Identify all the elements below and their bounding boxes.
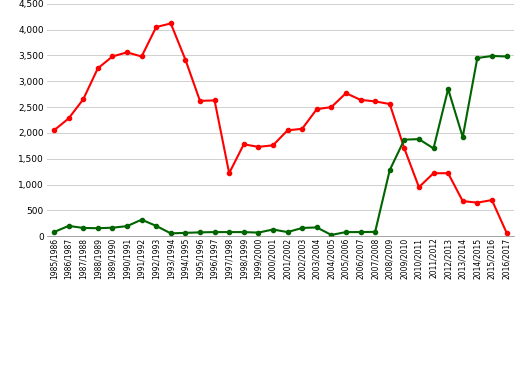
Line: Saudi Arabia Wheat Imports, KT: Saudi Arabia Wheat Imports, KT — [52, 54, 509, 237]
Saudi Arabia Wheat Imports, KT — [211, 230, 217, 234]
Saudi Arabia Wheat Imports, KT — [372, 229, 378, 234]
Saudi Arabia Wheat Production, KT — [358, 98, 364, 102]
Saudi Arabia Wheat Imports, KT — [270, 227, 276, 232]
Saudi Arabia Wheat Imports, KT — [328, 233, 334, 237]
Saudi Arabia Wheat Production, KT — [80, 97, 86, 102]
Line: Saudi Arabia Wheat Production, KT: Saudi Arabia Wheat Production, KT — [52, 21, 509, 235]
Saudi Arabia Wheat Imports, KT — [416, 137, 422, 141]
Saudi Arabia Wheat Production, KT — [241, 142, 247, 147]
Saudi Arabia Wheat Production, KT — [226, 171, 233, 176]
Saudi Arabia Wheat Production, KT — [153, 25, 159, 29]
Saudi Arabia Wheat Production, KT — [401, 146, 407, 151]
Saudi Arabia Wheat Production, KT — [343, 91, 349, 96]
Saudi Arabia Wheat Imports, KT — [168, 231, 174, 236]
Saudi Arabia Wheat Production, KT — [430, 171, 436, 176]
Saudi Arabia Wheat Production, KT — [387, 102, 393, 106]
Saudi Arabia Wheat Imports, KT — [110, 226, 116, 230]
Saudi Arabia Wheat Imports, KT — [503, 54, 510, 59]
Saudi Arabia Wheat Imports, KT — [255, 231, 262, 235]
Saudi Arabia Wheat Production, KT — [270, 143, 276, 147]
Saudi Arabia Wheat Imports, KT — [387, 168, 393, 172]
Saudi Arabia Wheat Production, KT — [255, 144, 262, 149]
Saudi Arabia Wheat Imports, KT — [343, 230, 349, 234]
Saudi Arabia Wheat Production, KT — [139, 54, 145, 59]
Saudi Arabia Wheat Production, KT — [284, 128, 291, 133]
Saudi Arabia Wheat Imports, KT — [474, 56, 481, 60]
Saudi Arabia Wheat Production, KT — [94, 66, 101, 70]
Saudi Arabia Wheat Production, KT — [124, 50, 130, 54]
Saudi Arabia Wheat Imports, KT — [94, 226, 101, 231]
Saudi Arabia Wheat Imports, KT — [197, 230, 203, 235]
Saudi Arabia Wheat Imports, KT — [489, 54, 495, 58]
Saudi Arabia Wheat Imports, KT — [124, 224, 130, 229]
Saudi Arabia Wheat Imports, KT — [226, 230, 233, 234]
Saudi Arabia Wheat Production, KT — [51, 128, 57, 133]
Saudi Arabia Wheat Imports, KT — [139, 218, 145, 222]
Saudi Arabia Wheat Production, KT — [460, 199, 466, 203]
Saudi Arabia Wheat Imports, KT — [51, 230, 57, 234]
Saudi Arabia Wheat Imports, KT — [401, 138, 407, 142]
Saudi Arabia Wheat Imports, KT — [182, 231, 188, 235]
Saudi Arabia Wheat Production, KT — [372, 99, 378, 104]
Saudi Arabia Wheat Production, KT — [474, 200, 481, 205]
Saudi Arabia Wheat Imports, KT — [153, 224, 159, 228]
Saudi Arabia Wheat Production, KT — [489, 198, 495, 202]
Saudi Arabia Wheat Production, KT — [110, 54, 116, 59]
Saudi Arabia Wheat Imports, KT — [445, 87, 451, 91]
Saudi Arabia Wheat Production, KT — [445, 171, 451, 176]
Saudi Arabia Wheat Production, KT — [299, 126, 305, 131]
Saudi Arabia Wheat Production, KT — [211, 98, 217, 102]
Saudi Arabia Wheat Production, KT — [416, 185, 422, 189]
Saudi Arabia Wheat Production, KT — [313, 107, 320, 112]
Saudi Arabia Wheat Imports, KT — [313, 225, 320, 230]
Saudi Arabia Wheat Production, KT — [197, 99, 203, 103]
Saudi Arabia Wheat Production, KT — [328, 105, 334, 109]
Saudi Arabia Wheat Imports, KT — [284, 230, 291, 234]
Saudi Arabia Wheat Production, KT — [503, 231, 510, 235]
Saudi Arabia Wheat Imports, KT — [241, 230, 247, 234]
Saudi Arabia Wheat Production, KT — [65, 116, 72, 121]
Saudi Arabia Wheat Imports, KT — [430, 146, 436, 151]
Saudi Arabia Wheat Imports, KT — [460, 135, 466, 139]
Saudi Arabia Wheat Imports, KT — [80, 226, 86, 230]
Saudi Arabia Wheat Imports, KT — [65, 224, 72, 228]
Saudi Arabia Wheat Imports, KT — [299, 226, 305, 230]
Saudi Arabia Wheat Production, KT — [168, 21, 174, 26]
Saudi Arabia Wheat Imports, KT — [358, 230, 364, 234]
Saudi Arabia Wheat Production, KT — [182, 57, 188, 62]
